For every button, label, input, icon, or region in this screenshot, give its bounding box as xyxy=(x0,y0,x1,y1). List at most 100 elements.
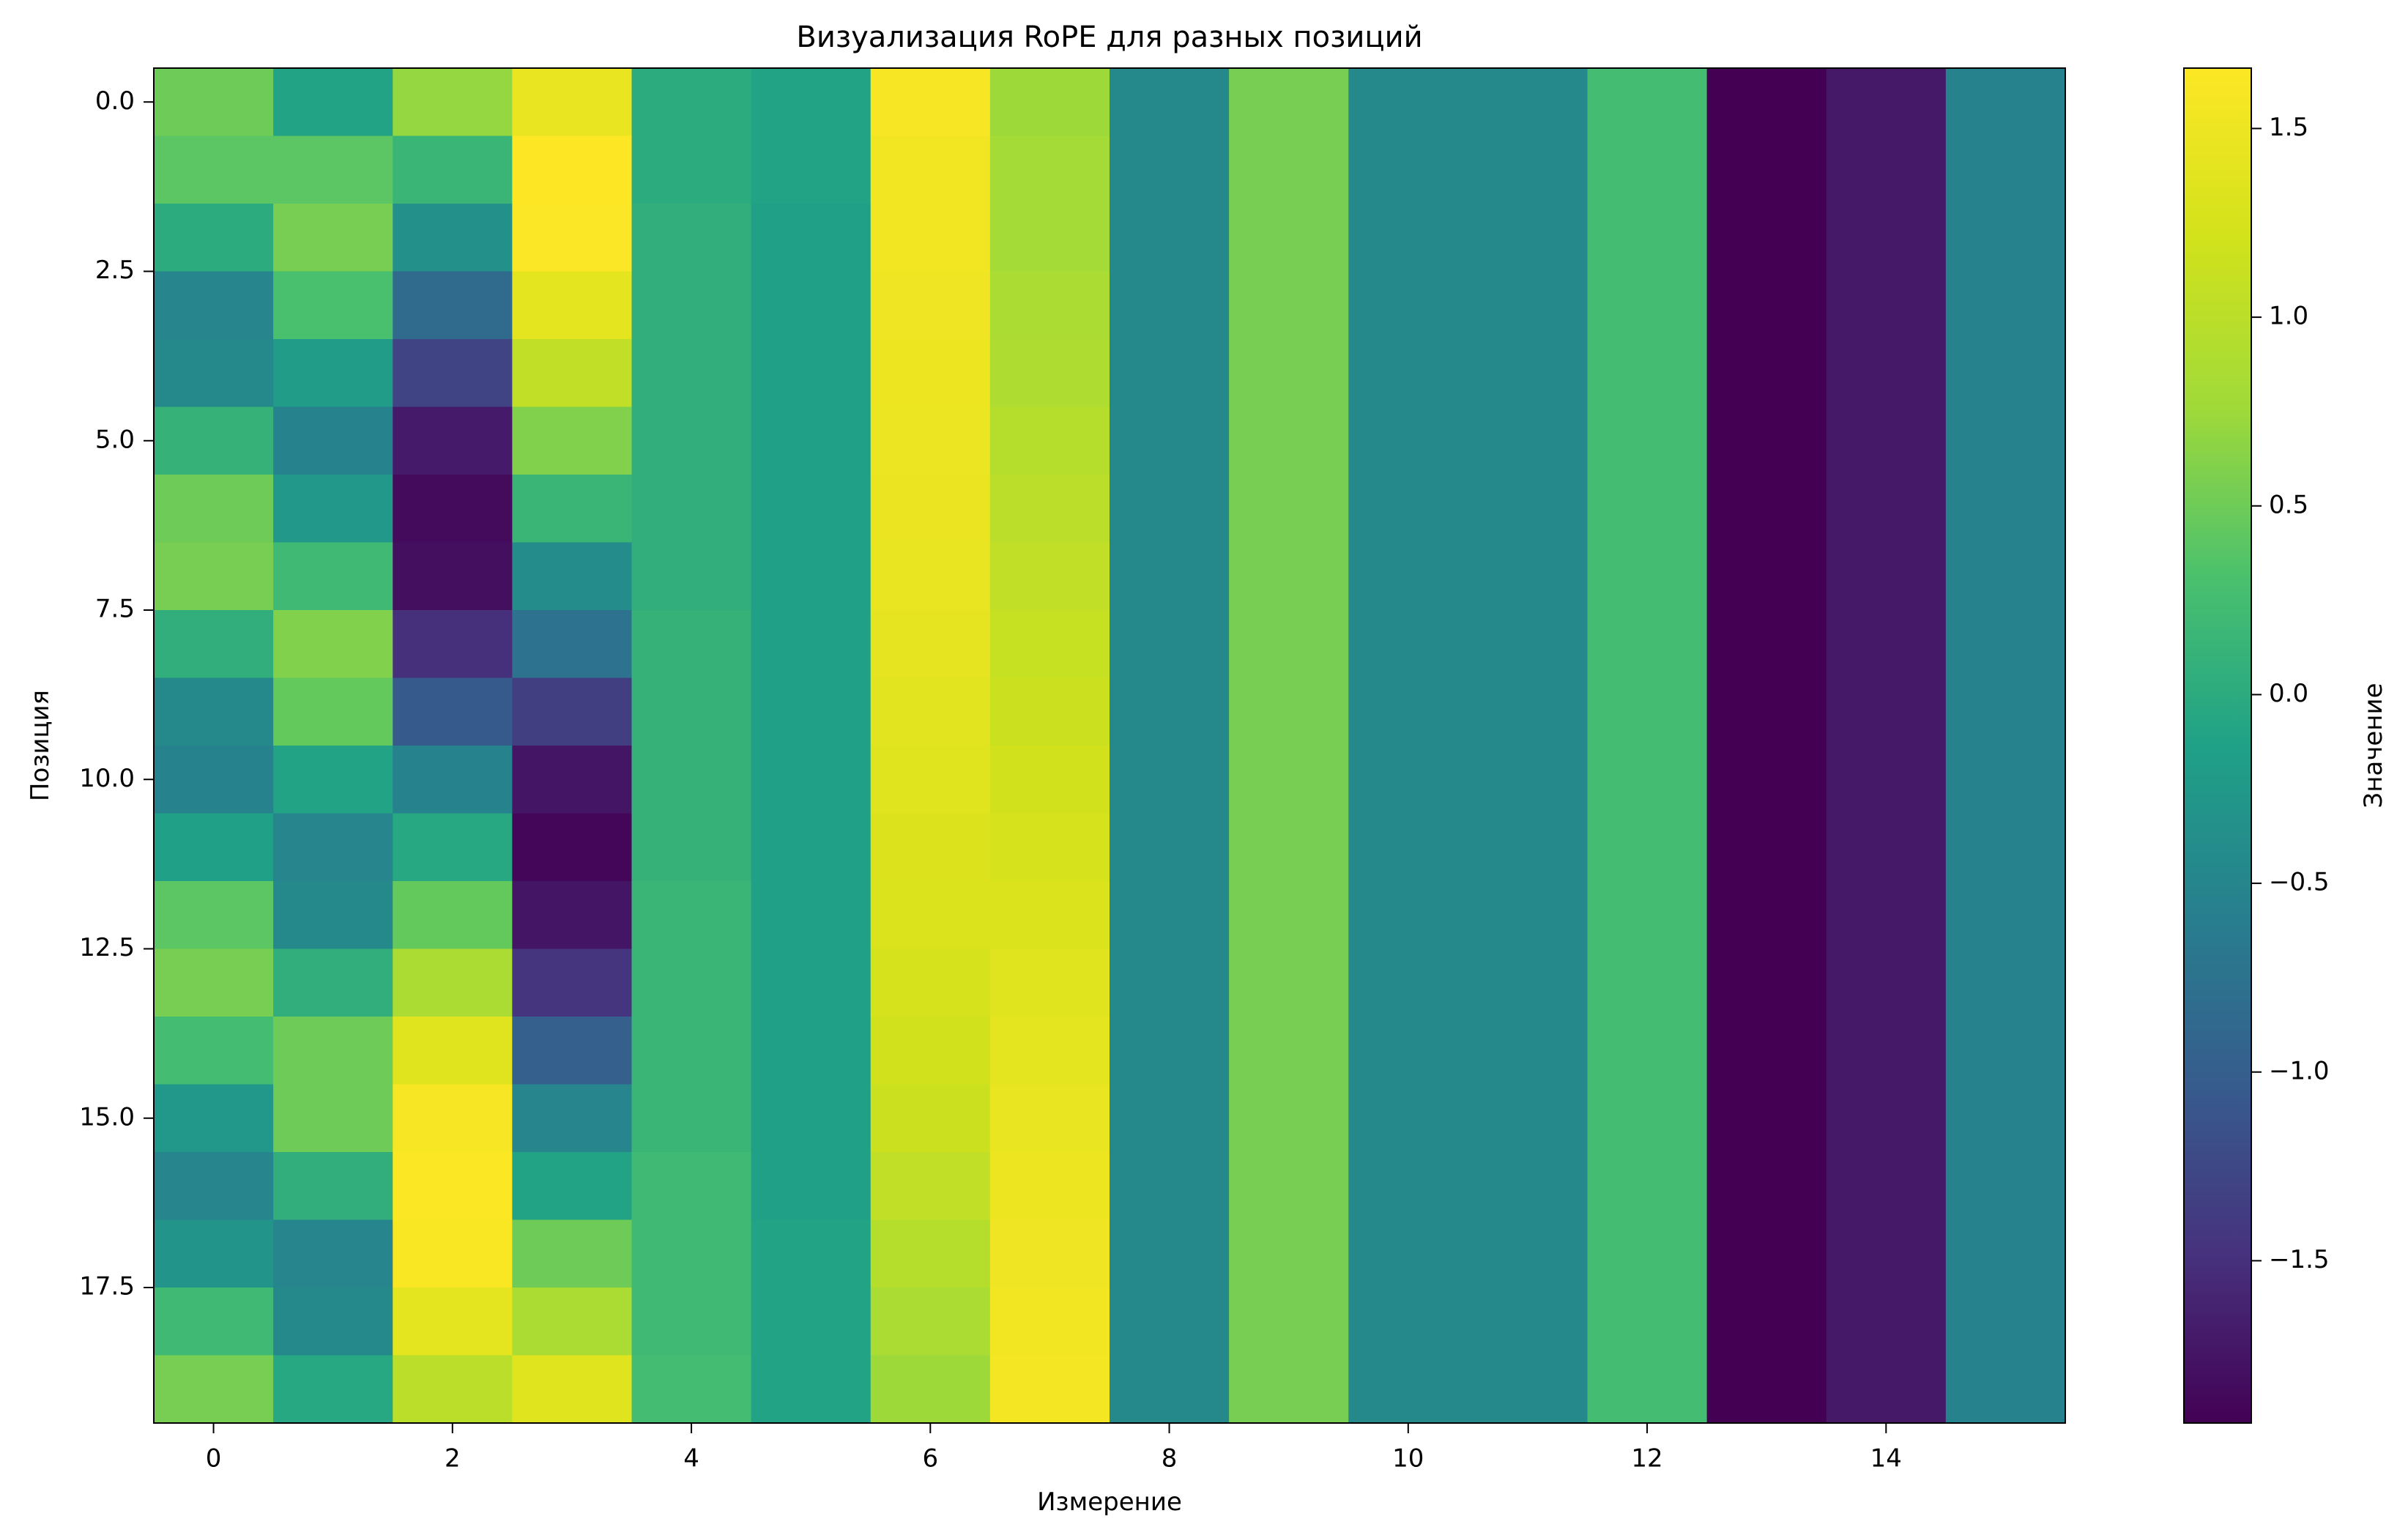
heatmap-cell xyxy=(631,1219,752,1288)
heatmap-cell xyxy=(1468,475,1588,543)
colorbar-ticks: 1.5 1.0 0.5 0.0 −0.5 −1.0 −1.5 xyxy=(2251,113,2330,1274)
heatmap-cell xyxy=(1587,1152,1708,1221)
heatmap-cell xyxy=(512,135,633,204)
heatmap-cell xyxy=(154,1219,274,1288)
heatmap-cell xyxy=(1229,1219,1349,1288)
heatmap-cell xyxy=(393,339,513,408)
heatmap-cell xyxy=(393,610,513,679)
heatmap-cell xyxy=(1348,677,1468,746)
heatmap-cell xyxy=(512,948,633,1017)
heatmap-cell xyxy=(1110,677,1230,746)
heatmap-cell xyxy=(1110,948,1230,1017)
heatmap-cell xyxy=(989,204,1110,272)
heatmap-cell xyxy=(1110,1288,1230,1356)
heatmap-cell xyxy=(870,881,991,950)
heatmap-cell xyxy=(512,1084,633,1153)
heatmap-cell xyxy=(273,406,393,475)
heatmap-cell xyxy=(512,339,633,408)
x-tick-label: 8 xyxy=(1162,1444,1178,1474)
heatmap-cell xyxy=(1706,610,1827,679)
heatmap-cell xyxy=(751,542,872,611)
heatmap-cell xyxy=(1706,542,1827,611)
heatmap-cell xyxy=(870,339,991,408)
heatmap-cell xyxy=(1706,1152,1827,1221)
heatmap-cell xyxy=(1587,542,1708,611)
heatmap-cell xyxy=(631,610,752,679)
x-tick-label: 0 xyxy=(206,1444,222,1474)
heatmap-cell xyxy=(154,948,274,1017)
heatmap-cell xyxy=(1348,610,1468,679)
heatmap-cell xyxy=(1945,475,2066,543)
heatmap-cell xyxy=(1468,1288,1588,1356)
heatmap-cell xyxy=(631,542,752,611)
heatmap-cell xyxy=(989,406,1110,475)
heatmap-cell xyxy=(1945,204,2066,272)
heatmap-cell xyxy=(1468,610,1588,679)
heatmap-cell xyxy=(1587,475,1708,543)
heatmap-cell xyxy=(1826,406,1947,475)
heatmap-cell xyxy=(273,339,393,408)
x-tick-label: 2 xyxy=(445,1444,461,1474)
heatmap-cell xyxy=(1587,1288,1708,1356)
heatmap-cell xyxy=(631,677,752,746)
heatmap-cell xyxy=(1348,813,1468,882)
heatmap-cell xyxy=(273,1084,393,1153)
heatmap-cell xyxy=(273,1288,393,1356)
heatmap-cell xyxy=(989,271,1110,340)
heatmap-cell xyxy=(1945,813,2066,882)
colorbar-tick-label: −1.0 xyxy=(2269,1056,2330,1085)
heatmap-cell xyxy=(1826,813,1947,882)
heatmap-cell xyxy=(1229,1152,1349,1221)
heatmap-cell xyxy=(273,1152,393,1221)
heatmap-cell xyxy=(989,542,1110,611)
heatmap-cell xyxy=(1587,813,1708,882)
heatmap-cell xyxy=(393,1219,513,1288)
heatmap-cell xyxy=(1110,542,1230,611)
heatmap-cell xyxy=(1826,1355,1947,1424)
heatmap-cell xyxy=(870,1152,991,1221)
heatmap-cell xyxy=(273,677,393,746)
heatmap-cell xyxy=(1110,135,1230,204)
heatmap-cell xyxy=(1945,1219,2066,1288)
heatmap-cell xyxy=(989,1355,1110,1424)
heatmap-cell xyxy=(1348,68,1468,137)
heatmap-cell xyxy=(631,1355,752,1424)
colorbar xyxy=(2183,67,2252,1424)
heatmap-cell xyxy=(1110,1355,1230,1424)
heatmap-cell xyxy=(273,475,393,543)
heatmap-cell xyxy=(870,1084,991,1153)
heatmap-cell xyxy=(1706,1084,1827,1153)
heatmap-cell xyxy=(1826,610,1947,679)
heatmap-cell xyxy=(1229,204,1349,272)
heatmap-cell xyxy=(1945,406,2066,475)
heatmap-cell xyxy=(870,610,991,679)
heatmap-cell xyxy=(751,813,872,882)
heatmap-cell xyxy=(1348,1219,1468,1288)
x-tick-label: 6 xyxy=(922,1444,938,1474)
heatmap-cell xyxy=(1826,677,1947,746)
heatmap-cell xyxy=(751,68,872,137)
heatmap-cell xyxy=(1110,881,1230,950)
heatmap-cell xyxy=(154,68,274,137)
heatmap-cell xyxy=(1945,68,2066,137)
heatmap-cell xyxy=(751,204,872,272)
heatmap-cell xyxy=(1706,1355,1827,1424)
heatmap-cell xyxy=(1468,1084,1588,1153)
heatmap-cell xyxy=(1110,68,1230,137)
heatmap-cell xyxy=(1110,475,1230,543)
heatmap-cell xyxy=(989,1219,1110,1288)
heatmap-cell xyxy=(631,948,752,1017)
heatmap-cell xyxy=(631,339,752,408)
heatmap-cell xyxy=(273,813,393,882)
heatmap-cell xyxy=(870,1288,991,1356)
heatmap-cells xyxy=(154,68,2066,1424)
heatmap-cell xyxy=(1706,475,1827,543)
heatmap-cell xyxy=(1706,881,1827,950)
heatmap-cell xyxy=(1468,68,1588,137)
heatmap-cell xyxy=(1587,68,1708,137)
heatmap-cell xyxy=(1348,1084,1468,1153)
heatmap-cell xyxy=(631,813,752,882)
heatmap-cell xyxy=(512,204,633,272)
heatmap-cell xyxy=(1945,271,2066,340)
heatmap-cell xyxy=(154,881,274,950)
